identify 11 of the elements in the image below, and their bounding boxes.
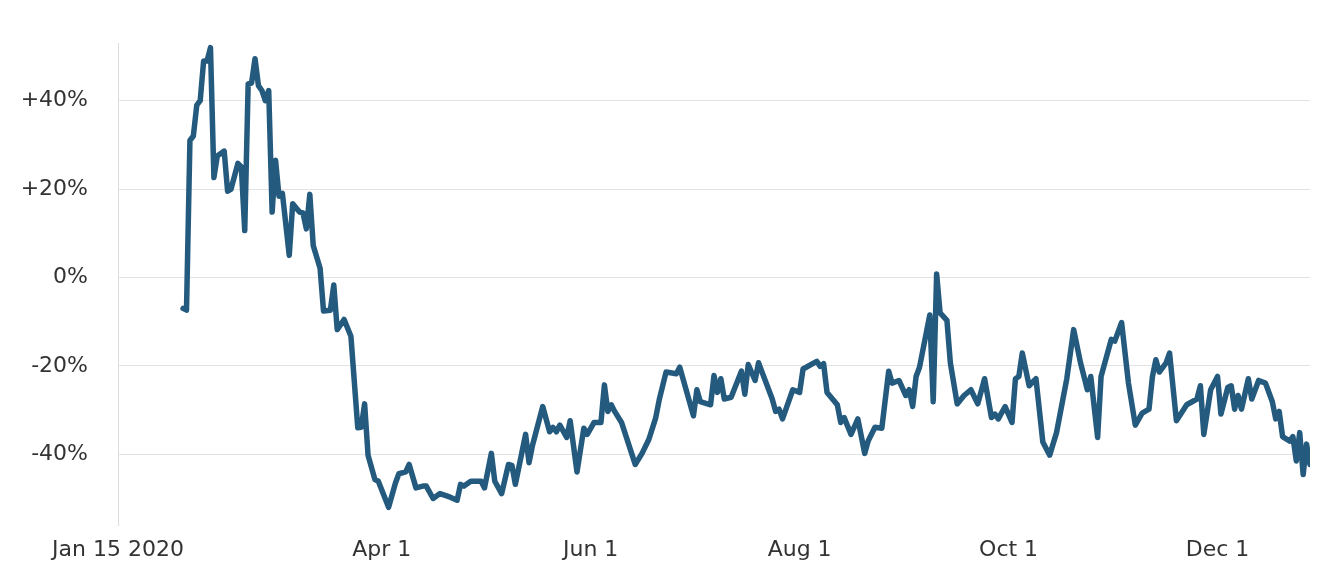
- x-tick-label: Jan 15 2020: [50, 535, 184, 561]
- x-tick-label: Aug 1: [767, 535, 832, 561]
- x-tick-label: Oct 1: [979, 535, 1039, 561]
- x-tick-label: Dec 1: [1185, 535, 1250, 561]
- y-tick-label: -20%: [31, 351, 88, 377]
- y-tick-label: +20%: [20, 174, 88, 200]
- y-tick-label: +40%: [20, 86, 88, 112]
- y-tick-label: 0%: [53, 263, 88, 289]
- x-tick-label: Jun 1: [561, 535, 619, 561]
- x-tick-label: Apr 1: [352, 535, 412, 561]
- y-tick-label: -40%: [31, 440, 88, 465]
